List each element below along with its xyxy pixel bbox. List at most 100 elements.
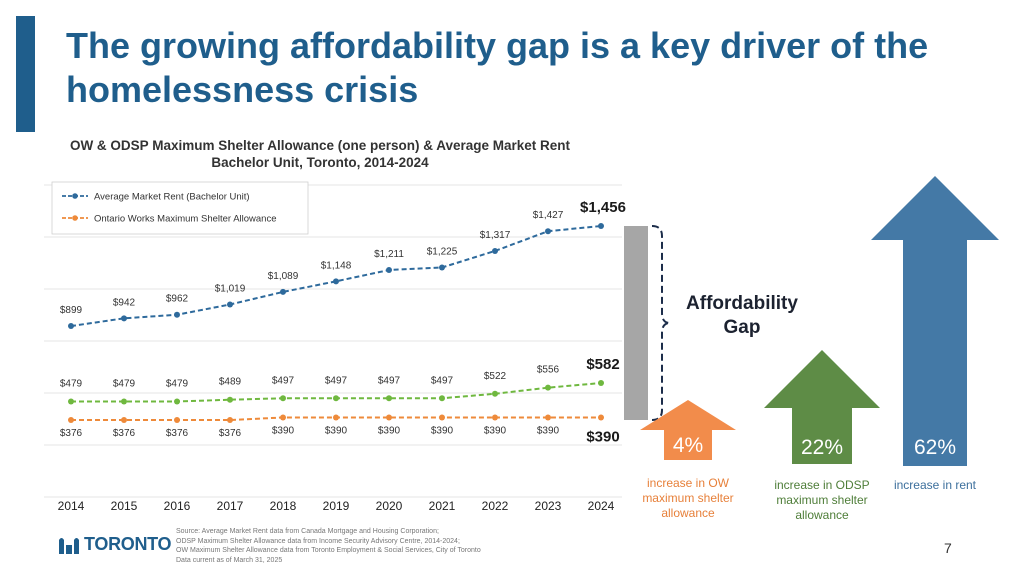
data-point (280, 414, 286, 421)
data-label: $376 (166, 428, 189, 439)
chart-legend: Average Market Rent (Bachelor Unit) Ontar… (51, 181, 309, 235)
data-label: $390 (484, 425, 507, 436)
data-label: $390 (325, 425, 348, 436)
data-label: $479 (60, 378, 83, 389)
data-label: $390 (431, 425, 454, 436)
chart-title-line-1: OW & ODSP Maximum Shelter Allowance (one… (69, 138, 571, 153)
logo-wordmark: TORONTO (84, 534, 172, 554)
data-point (121, 315, 127, 322)
gap-brace (651, 225, 671, 421)
city-of-toronto-logo: TORONTO (58, 534, 172, 555)
ow-caption: increase in OW maximum shelter allowance (642, 476, 734, 520)
data-point (333, 395, 339, 402)
source-line-4: Data current as of March 31, 2025 (176, 556, 283, 564)
chart-title-line-2: Bachelor Unit, Toronto, 2014-2024 (211, 155, 429, 170)
data-point (227, 301, 233, 308)
legend-label: Ontario Works Maximum Shelter Allowance (94, 214, 277, 225)
data-point (439, 264, 445, 271)
legend-marker (72, 215, 78, 221)
rent-caption: increase in rent (893, 478, 977, 492)
data-label: $489 (219, 377, 242, 388)
data-point (174, 398, 180, 405)
title-accent-bar (16, 16, 35, 132)
rent-percent: 62% (913, 436, 957, 459)
data-label: $390 (537, 425, 560, 436)
data-point (545, 384, 551, 391)
x-tick-label: 2024 (588, 499, 615, 513)
x-tick-label: 2017 (217, 499, 244, 513)
data-point (333, 414, 339, 421)
ow-percent: 4% (672, 434, 704, 457)
data-label: $1,019 (215, 283, 246, 294)
source-line-3: OW Maximum Shelter Allowance data from T… (176, 547, 481, 554)
x-tick-label: 2022 (482, 499, 509, 513)
legend-marker (72, 193, 78, 199)
data-label: $1,211 (374, 249, 404, 260)
data-point (492, 414, 498, 421)
x-tick-label: 2023 (535, 499, 562, 513)
data-point (227, 417, 233, 423)
data-label: $1,225 (427, 246, 458, 257)
data-point (439, 395, 445, 402)
legend-box (51, 181, 309, 235)
chart-data-labels: $899 $942 $962 $1,019 $1,089 $1,148 $1,211 $1,2… (60, 199, 626, 445)
source-note: Source: Average Market Rent data from Ca… (176, 527, 576, 565)
data-label: $390 (378, 425, 401, 436)
data-point (598, 414, 604, 421)
data-label: $899 (60, 305, 83, 316)
data-point (386, 395, 392, 402)
legend-label: Average Market Rent (Bachelor Unit) (94, 192, 250, 203)
data-point (174, 417, 180, 423)
data-label: $497 (325, 375, 348, 386)
data-point (121, 417, 127, 423)
data-label: $942 (113, 297, 136, 308)
odsp-arrow-shape (764, 350, 880, 464)
data-point (492, 390, 498, 397)
rent-increase-arrow: 62% (871, 176, 999, 466)
x-tick-label: 2021 (429, 499, 456, 513)
data-label: $390 (272, 425, 295, 436)
ow-increase-arrow: 4% (640, 400, 736, 460)
chart-series (68, 223, 604, 423)
data-label: $1,148 (321, 260, 352, 271)
data-label: $1,456 (580, 199, 626, 216)
affordability-gap-bracket (624, 225, 671, 421)
data-point (280, 395, 286, 402)
data-label: $497 (431, 375, 454, 386)
data-point (545, 414, 551, 421)
data-point (598, 379, 604, 386)
source-line-2: ODSP Maximum Shelter Allowance data from… (176, 537, 460, 545)
x-tick-label: 2020 (376, 499, 403, 513)
affordability-gap-label: Affordability Gap (686, 293, 798, 338)
data-label: $479 (166, 378, 189, 389)
data-point (121, 398, 127, 405)
data-label: $479 (113, 378, 136, 389)
data-point (68, 398, 74, 405)
city-hall-icon (59, 537, 79, 554)
ow-arrow-shape (640, 400, 736, 460)
x-tick-label: 2019 (323, 499, 350, 513)
data-label: $376 (113, 428, 136, 439)
data-label: $1,317 (480, 230, 511, 241)
data-point (280, 288, 286, 295)
source-line-1: Source: Average Market Rent data from Ca… (176, 528, 439, 535)
data-point (68, 323, 74, 330)
data-label: $522 (484, 371, 507, 382)
data-label: $497 (378, 375, 401, 386)
data-point (386, 414, 392, 421)
data-label: $390 (586, 428, 619, 445)
data-point (333, 278, 339, 285)
data-label: $1,089 (268, 271, 299, 282)
data-label: $376 (219, 428, 242, 439)
data-label: $376 (60, 428, 83, 439)
page-number: 7 (944, 540, 952, 556)
data-point (439, 414, 445, 421)
data-point (68, 417, 74, 423)
x-tick-label: 2015 (111, 499, 138, 513)
x-tick-label: 2014 (58, 499, 85, 513)
chart-x-axis-ticks: 2014 2015 2016 2017 2018 2019 2020 2021 2022 2023… (58, 499, 615, 513)
data-label: $962 (166, 294, 189, 305)
data-label: $556 (537, 365, 560, 376)
chart-title: OW & ODSP Maximum Shelter Allowance (one… (60, 137, 580, 171)
data-point (174, 311, 180, 318)
